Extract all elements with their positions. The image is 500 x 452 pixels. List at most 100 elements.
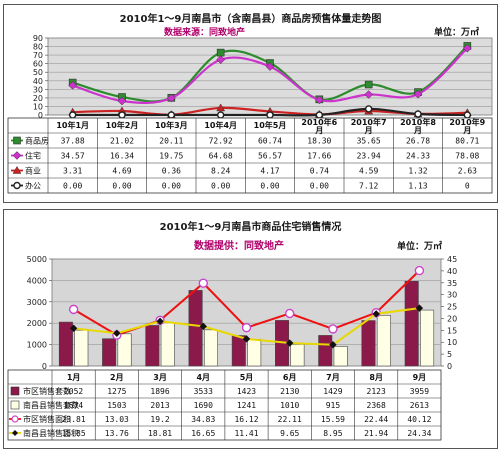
data-label: 56.57 <box>258 152 282 161</box>
bottom-chart-title: 2010年1～9月南昌市商品住宅销售情况 <box>159 222 342 233</box>
category-label: 6月 <box>283 373 297 382</box>
y2-tick-label: 10 <box>447 338 457 347</box>
bar <box>376 315 391 367</box>
category-label: 月 <box>364 126 373 135</box>
y-tick-label: 0 <box>42 362 47 371</box>
data-table <box>7 369 442 441</box>
data-label: 23.81 <box>62 415 86 424</box>
legend-label: 南昌县销售套数 <box>23 400 79 410</box>
data-label: 21.02 <box>110 137 134 146</box>
data-label: 1423 <box>237 387 256 396</box>
y-tick-label: 90 <box>33 34 43 43</box>
data-point <box>364 90 374 99</box>
bar <box>58 321 73 367</box>
data-label: 0 <box>465 182 470 191</box>
y-tick-label: 1000 <box>27 341 47 350</box>
data-label: 1275 <box>107 387 126 396</box>
data-point <box>414 110 422 118</box>
y-tick-label: 60 <box>33 60 43 69</box>
data-label: 40.12 <box>407 415 431 424</box>
bar <box>247 339 262 367</box>
data-point <box>266 111 274 119</box>
data-label: 37.88 <box>61 137 85 146</box>
category-label: 10年5月 <box>254 120 287 130</box>
data-label: 0.74 <box>310 167 329 176</box>
data-point <box>68 304 79 315</box>
y-tick-label: 20 <box>33 94 43 103</box>
data-label: 60.74 <box>258 137 282 146</box>
category-label: 8月 <box>369 373 383 382</box>
data-label: 1674 <box>64 401 83 410</box>
bottom-chart-source: 数据提供：同致地产 <box>194 241 284 252</box>
data-point <box>216 111 225 119</box>
bar <box>145 325 160 367</box>
y2-tick-label: 25 <box>447 303 457 312</box>
legend-label: 南昌县销售面积 <box>23 428 79 438</box>
data-point <box>414 265 425 276</box>
data-label: 22.11 <box>278 415 302 424</box>
category-label: 月 <box>314 126 323 135</box>
data-label: 2052 <box>64 387 83 396</box>
data-label: 2368 <box>367 401 386 410</box>
y-tick-label: 80 <box>33 43 43 52</box>
category-label: 3月 <box>153 373 167 382</box>
data-label: 8.95 <box>323 429 342 438</box>
category-label: 2010年8 <box>400 117 436 127</box>
category-label: 月 <box>413 126 422 135</box>
data-label: 4.69 <box>112 167 131 176</box>
bar <box>420 309 435 367</box>
top-chart-title: 2010年1～9月南昌市（含南昌县）商品房预售体量走势图 <box>119 14 382 25</box>
legend-label: 市区销售面积 <box>23 414 71 424</box>
legend-marker <box>11 415 19 423</box>
data-label: 7.12 <box>359 182 378 191</box>
data-label: 1429 <box>323 387 342 396</box>
data-label: 19.75 <box>159 152 183 161</box>
y2-tick-label: 5 <box>447 350 452 359</box>
data-point <box>364 80 373 89</box>
data-label: 16.34 <box>110 152 134 161</box>
data-label: 0.00 <box>162 182 181 191</box>
y2-tick-label: 45 <box>447 255 457 264</box>
data-point <box>156 317 164 326</box>
data-point <box>241 322 252 333</box>
data-point <box>413 89 423 99</box>
category-label: 2010年6 <box>301 117 337 127</box>
data-label: 9.65 <box>280 429 299 438</box>
data-label: 11.41 <box>234 429 258 438</box>
legend-swatch <box>10 400 20 410</box>
y-tick-label: 5000 <box>27 255 47 264</box>
data-point <box>113 329 121 338</box>
category-label: 2010年9 <box>449 117 485 127</box>
bar <box>188 290 203 367</box>
data-point <box>285 308 295 319</box>
data-label: 26.78 <box>406 137 430 146</box>
category-label: 10年4月 <box>204 120 237 130</box>
category-label: 1月 <box>67 373 81 382</box>
legend-label: 商品房 <box>25 136 49 146</box>
data-point <box>216 103 226 112</box>
data-label: 0.00 <box>260 182 279 191</box>
legend-marker <box>12 165 22 174</box>
category-label: 9月 <box>413 373 427 382</box>
bottom-chart-unit: 单位：万㎡ <box>397 242 443 252</box>
data-label: 0.36 <box>162 167 181 176</box>
data-label: 3959 <box>410 387 429 396</box>
data-point <box>216 48 225 57</box>
data-label: 3533 <box>194 387 213 396</box>
data-point <box>118 111 126 119</box>
data-label: 0.00 <box>211 182 230 191</box>
data-point <box>415 304 424 312</box>
y2-tick-label: 15 <box>447 326 457 335</box>
data-point <box>68 111 77 119</box>
bar <box>160 322 175 367</box>
data-point <box>329 340 337 349</box>
legend-marker <box>13 181 21 190</box>
y2-tick-label: 30 <box>447 291 457 300</box>
data-label: 23.94 <box>357 152 381 161</box>
y-tick-label: 30 <box>33 85 43 94</box>
data-label: 2130 <box>280 387 299 396</box>
data-point <box>328 324 338 334</box>
y-tick-label: 50 <box>33 68 43 77</box>
data-label: 2.63 <box>458 167 477 176</box>
category-label: 4月 <box>196 373 210 382</box>
